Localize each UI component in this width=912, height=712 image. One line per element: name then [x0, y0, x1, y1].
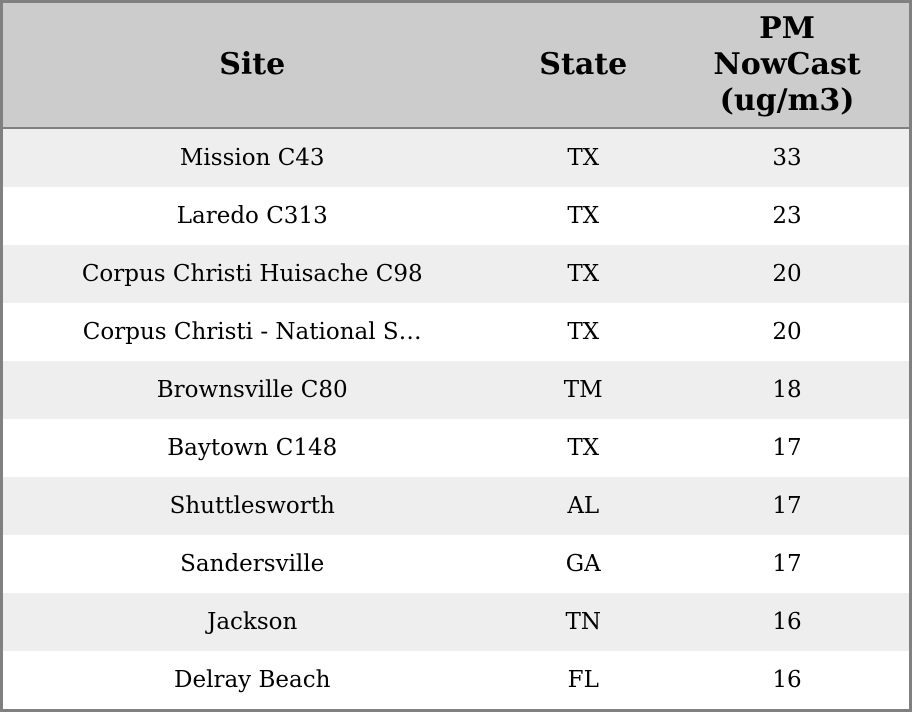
cell-pm_nowcast: 18 — [772, 377, 802, 403]
table-row: Corpus Christi - National S… TX 20 — [1, 303, 911, 361]
cell-pm_nowcast: 20 — [772, 261, 802, 287]
column-header-pm-nowcast-label: PM NowCast (ug/m3) — [713, 11, 861, 118]
table-header: Site State PM NowCast (ug/m3) — [1, 1, 911, 129]
cell-state: TX — [567, 435, 600, 461]
cell-site: Laredo C313 — [176, 203, 328, 229]
cell-state: TX — [567, 261, 600, 287]
column-header-state: State — [501, 1, 666, 129]
table-row: Laredo C313 TX 23 — [1, 187, 911, 245]
cell-state: TM — [563, 377, 603, 403]
cell-state: TX — [567, 319, 600, 345]
cell-pm_nowcast: 33 — [772, 145, 802, 171]
column-header-site: Site — [1, 1, 502, 129]
cell-state: GA — [565, 551, 601, 577]
cell-site: Corpus Christi - National S… — [82, 319, 422, 345]
cell-site: Baytown C148 — [167, 435, 338, 461]
table-row: Corpus Christi Huisache C98 TX 20 — [1, 245, 911, 303]
table-row: Baytown C148 TX 17 — [1, 419, 911, 477]
cell-state: TX — [567, 203, 600, 229]
header-row: Site State PM NowCast (ug/m3) — [1, 1, 911, 129]
cell-site: Jackson — [207, 609, 298, 635]
table-row: Delray Beach FL 16 — [1, 651, 911, 711]
cell-site: Sandersville — [180, 551, 325, 577]
cell-pm_nowcast: 23 — [772, 203, 802, 229]
table-body: Mission C43 TX 33 Laredo C313 TX 23 Corpus Chr… — [1, 128, 911, 711]
table-row: Brownsville C80 TM 18 — [1, 361, 911, 419]
cell-state: FL — [567, 667, 599, 693]
table-row: Jackson TN 16 — [1, 593, 911, 651]
cell-site: Corpus Christi Huisache C98 — [81, 261, 423, 287]
cell-state: AL — [567, 493, 600, 519]
cell-site: Delray Beach — [174, 667, 331, 693]
cell-pm_nowcast: 20 — [772, 319, 802, 345]
table-row: Sandersville GA 17 — [1, 535, 911, 593]
column-header-site-label: Site — [219, 47, 286, 82]
column-header-state-label: State — [539, 47, 628, 82]
cell-site: Mission C43 — [179, 145, 325, 171]
table-row: Shuttlesworth AL 17 — [1, 477, 911, 535]
cell-pm_nowcast: 17 — [772, 493, 802, 519]
cell-pm_nowcast: 16 — [772, 609, 802, 635]
cell-site: Brownsville C80 — [156, 377, 348, 403]
column-header-pm-nowcast: PM NowCast (ug/m3) — [665, 1, 911, 129]
cell-pm_nowcast: 16 — [772, 667, 802, 693]
table-row: Mission C43 TX 33 — [1, 128, 911, 187]
cell-site: Shuttlesworth — [169, 493, 335, 519]
cell-pm_nowcast: 17 — [772, 551, 802, 577]
cell-state: TN — [565, 609, 601, 635]
cell-pm_nowcast: 17 — [772, 435, 802, 461]
cell-state: TX — [567, 145, 600, 171]
